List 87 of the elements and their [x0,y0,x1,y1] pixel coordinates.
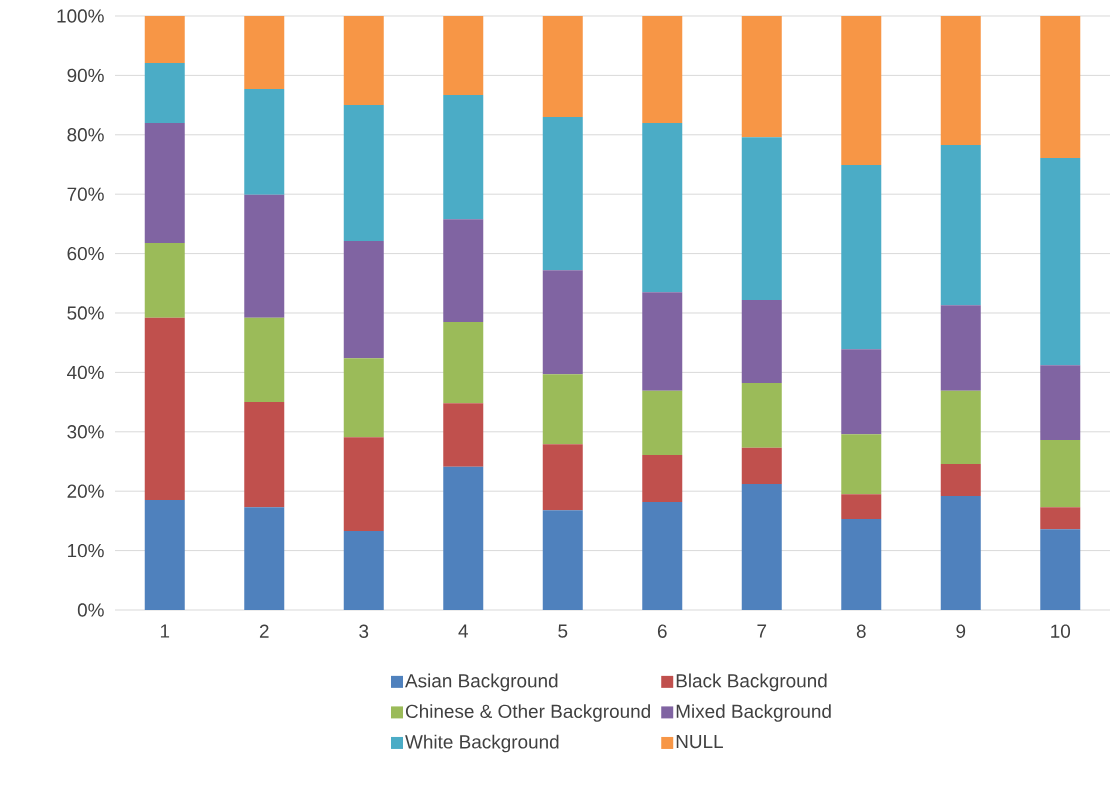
bar [841,349,882,435]
bar [1040,529,1081,610]
bar [443,219,484,322]
bar [144,317,185,501]
bar [244,507,285,610]
y-tick-label: 80% [67,128,104,142]
bar [542,510,583,610]
x-tick-label: 7 [757,624,767,638]
bar [841,434,882,495]
bar [741,299,782,384]
legend-label: White Background [405,734,559,753]
bar [1040,157,1081,366]
bar [343,15,384,106]
bar [940,305,981,391]
bar [144,122,185,243]
bar [741,137,782,300]
bar [542,116,583,271]
bar [244,89,285,195]
x-tick-label: 8 [856,624,866,638]
bar [343,358,384,438]
y-tick-label: 60% [67,246,104,261]
y-tick-label: 20% [67,484,104,498]
bar [940,15,981,145]
legend-label: Mixed Background [676,704,831,722]
bar [542,374,583,445]
bar [443,321,484,404]
x-tick-label: 5 [558,624,568,638]
bar [1040,15,1081,158]
legend-label: Chinese & Other Background [405,704,650,722]
bar [841,494,882,520]
y-tick-label: 0% [77,603,104,617]
x-tick-label: 3 [359,624,369,638]
bar [1040,507,1081,530]
bar [940,463,981,496]
y-tick-label: 50% [67,306,104,320]
x-tick-label: 2 [259,624,269,638]
bar [144,62,185,123]
y-tick-label: 70% [67,187,104,201]
bar [741,447,782,485]
legend-label: Black Background [676,673,827,692]
bar [443,403,484,467]
bar [542,15,583,117]
bar [343,531,384,610]
bar [841,519,882,610]
bar [443,466,484,610]
y-tick-label: 40% [67,365,104,380]
bar [144,500,185,610]
bar [841,15,882,166]
legend-label: Asian Background [405,673,558,692]
x-tick-label: 10 [1051,624,1071,638]
y-tick-label: 10% [68,543,104,558]
x-tick-label: 6 [657,624,667,638]
bar [642,292,683,391]
legend-label: NULL [676,735,723,749]
bar [940,390,981,464]
x-tick-label: 9 [956,624,966,638]
bar [443,95,484,220]
y-tick-label: 100% [57,9,104,23]
bar [741,15,782,138]
bar [343,105,384,242]
bar [642,454,683,502]
bar [244,317,285,403]
bar [940,495,981,610]
bar [343,241,384,359]
bar [1040,440,1081,508]
x-tick-label: 4 [458,624,468,638]
bar [642,390,683,455]
bar [642,15,683,123]
bar [144,242,185,318]
x-tick-label: 1 [160,624,170,638]
bar [642,501,683,610]
bar [343,437,384,531]
bar [244,402,285,508]
bar [542,444,583,511]
bar [144,15,185,63]
y-tick-label: 30% [67,425,104,439]
bar [940,144,981,306]
bar [642,122,683,293]
bar [741,484,782,610]
bar [244,194,285,318]
bar [244,15,285,90]
bar [741,383,782,448]
bar [841,165,882,350]
y-tick-label: 90% [67,68,104,83]
bar [542,270,583,375]
bar [1040,365,1081,441]
bar [443,15,484,95]
